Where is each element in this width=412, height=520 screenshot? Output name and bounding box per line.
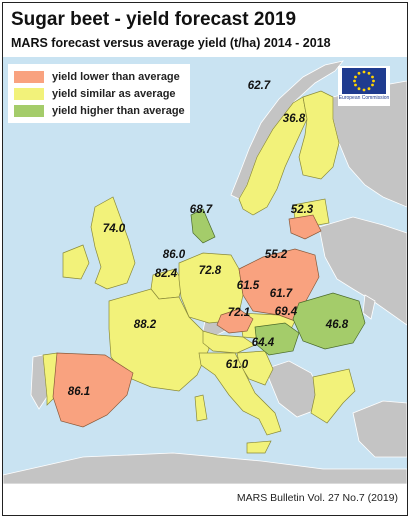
ireland-shape [62, 244, 90, 280]
belarus-ukraine [318, 216, 407, 326]
legend-item-higher: yield higher than average [14, 102, 185, 119]
value-label-germany: 72.8 [199, 265, 222, 277]
legend-label-lower: yield lower than average [52, 70, 180, 83]
header: Sugar beet - yield forecast 2019 MARS fo… [3, 3, 407, 57]
european-commission-logo: European Commission [338, 66, 390, 106]
value-label-sweden: 62.7 [248, 80, 271, 92]
value-label-finland: 36.8 [283, 113, 306, 125]
romania-shape [292, 292, 366, 350]
value-label-denmark: 68.7 [190, 204, 213, 216]
value-label-austria: 72.1 [228, 307, 250, 319]
map-title: Sugar beet - yield forecast 2019 [11, 9, 297, 30]
north-africa [3, 452, 407, 484]
denmark-shape [190, 208, 216, 244]
czechia-shape [216, 308, 254, 334]
legend-label-similar: yield similar as average [52, 87, 176, 100]
legend-item-lower: yield lower than average [14, 68, 184, 85]
european-commission-flag-icon [342, 68, 386, 94]
value-label-uk: 74.0 [103, 223, 126, 235]
logo-text: European Commission [338, 95, 390, 101]
value-label-croatia: 64.4 [252, 337, 275, 349]
value-label-spain: 86.1 [68, 386, 90, 398]
legend-item-similar: yield similar as average [14, 85, 184, 102]
value-label-lithuania: 52.3 [291, 204, 314, 216]
eu-land-higher [190, 208, 366, 356]
austria-shape [202, 330, 256, 354]
uk-shape [90, 196, 136, 290]
source-footer: MARS Bulletin Vol. 27 No.7 (2019) [236, 492, 398, 504]
value-label-hungary: 69.4 [275, 306, 298, 318]
value-label-france: 88.2 [134, 319, 157, 331]
value-label-czechia: 61.5 [237, 280, 260, 292]
value-label-netherlands: 86.0 [163, 249, 186, 261]
finland-shape [298, 90, 340, 180]
lithuania-shape [288, 214, 322, 240]
sweden-shape [238, 96, 308, 216]
value-label-poland: 55.2 [265, 249, 288, 261]
legend-label-higher: yield higher than average [52, 104, 185, 117]
legend-swatch-similar [14, 87, 44, 100]
iceland-portugal-area [30, 354, 48, 410]
europe-map: 62.7 36.8 68.7 52.3 74.0 86.0 82.4 72.8 … [3, 57, 407, 484]
map-subtitle: MARS forecast versus average yield (t/ha… [11, 36, 331, 50]
bulgaria-greece-shape [310, 368, 356, 424]
italy-shape [198, 352, 282, 436]
value-labels: 62.7 36.8 68.7 52.3 74.0 86.0 82.4 72.8 … [68, 80, 349, 398]
turkey [352, 400, 407, 458]
eu-land-similar [42, 90, 356, 454]
sicily-sardinia-shape [194, 394, 272, 454]
legend-swatch-higher [14, 104, 44, 117]
spain-shape [52, 352, 134, 428]
non-eu-land [3, 60, 407, 484]
legend: yield lower than average yield similar a… [8, 64, 190, 123]
value-label-romania: 46.8 [325, 319, 349, 331]
value-label-italy: 61.0 [226, 359, 249, 371]
value-label-slovakia: 61.7 [270, 288, 293, 300]
hungary-shape [254, 322, 300, 356]
legend-swatch-lower [14, 70, 44, 83]
moldova [362, 294, 376, 320]
value-label-belgium: 82.4 [155, 268, 178, 280]
